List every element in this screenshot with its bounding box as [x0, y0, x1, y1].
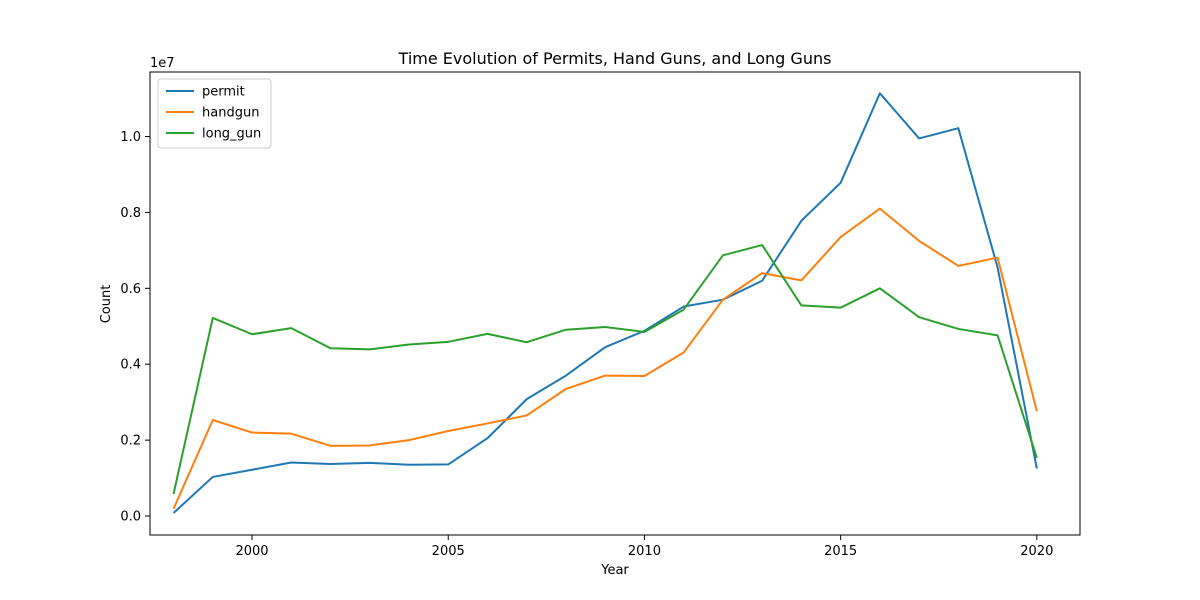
series-line-long-gun [172, 244, 1038, 495]
y-tick-label: 0.8 [120, 206, 141, 221]
x-tick-label: 2000 [235, 544, 268, 559]
x-tick-label: 2020 [1020, 544, 1053, 559]
series-line-permit [172, 92, 1038, 514]
legend-label-permit: permit [202, 85, 245, 100]
x-tick-label: 2015 [824, 544, 857, 559]
x-tick-label: 2005 [432, 544, 465, 559]
y-axis-label: Count [99, 285, 114, 324]
legend-box [157, 78, 272, 149]
y-tick-label: 1.0 [120, 130, 141, 145]
legend-label-handgun: handgun [202, 106, 259, 121]
y-tick-label: 0.2 [120, 434, 141, 449]
legend-label-long-gun: long_gun [202, 127, 261, 142]
y-tick-label: 0.6 [120, 282, 141, 297]
x-axis-label: Year [600, 563, 629, 578]
series-line-handgun [172, 207, 1038, 510]
chart-title: Time Evolution of Permits, Hand Guns, an… [398, 49, 832, 68]
y-tick-label: 0.0 [120, 510, 141, 525]
y-tick-label: 0.4 [120, 358, 141, 373]
x-tick-label: 2010 [628, 544, 661, 559]
axes-frame [149, 71, 1081, 536]
plot-area: 2000 2005 2010 2015 2020 0.0 0.2 0.4 0.6 0.8 1.0 pe… [120, 71, 1081, 559]
y-axis-offset-text: 1e7 [150, 56, 175, 71]
